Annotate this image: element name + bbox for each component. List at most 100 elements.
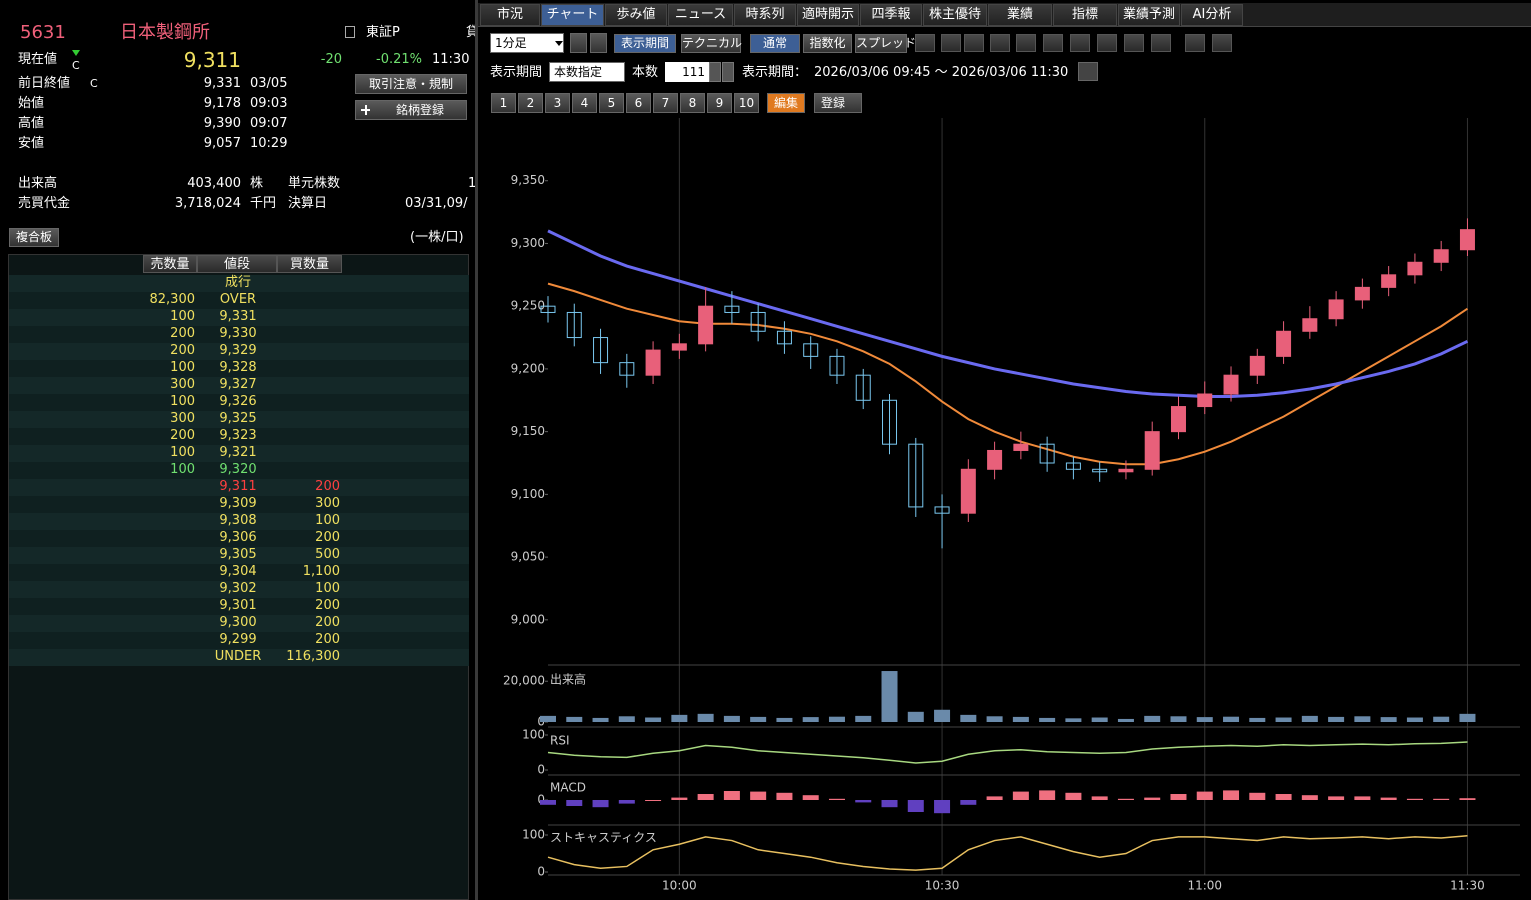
action-button[interactable]: 取引注意・規制 <box>355 74 467 94</box>
indicator-bar <box>1380 797 1397 800</box>
tool-icon[interactable] <box>1124 34 1144 52</box>
tab[interactable]: 業績予測 <box>1118 4 1180 26</box>
tab[interactable]: 株主優待 <box>923 4 987 26</box>
tab[interactable]: ニュース <box>668 4 733 26</box>
tab[interactable]: 時系列 <box>734 4 796 26</box>
settlement-label: 決算日 <box>288 196 328 211</box>
candle-body <box>1381 274 1397 288</box>
reset-icon[interactable] <box>1078 62 1098 81</box>
indicator-bar <box>1170 794 1187 800</box>
tool-icon[interactable] <box>1016 34 1036 52</box>
preset-button[interactable]: 1 <box>491 93 516 113</box>
preset-button[interactable]: 5 <box>599 93 624 113</box>
count-input[interactable]: 111 <box>665 62 709 82</box>
tool-icon[interactable] <box>1212 34 1232 52</box>
indicator-bar <box>934 800 951 814</box>
tool-icon[interactable] <box>1070 34 1090 52</box>
table-row <box>9 547 469 564</box>
spin-button[interactable] <box>709 62 721 82</box>
spin-button[interactable] <box>722 62 734 82</box>
tab[interactable]: 市況 <box>480 4 540 26</box>
mode-button[interactable]: スプレッド <box>855 34 916 53</box>
candle-body <box>934 506 950 514</box>
tool-icon[interactable] <box>1185 34 1205 52</box>
mode-button[interactable]: 通常 <box>750 34 800 53</box>
preset-button[interactable]: 2 <box>518 93 543 113</box>
tool-icon[interactable] <box>941 34 961 52</box>
preset-button[interactable]: 4 <box>572 93 597 113</box>
tab[interactable]: 四季報 <box>860 4 922 26</box>
y-tick-label: 9,100 <box>511 487 545 501</box>
tab[interactable]: 歩み値 <box>605 4 667 26</box>
technical-button[interactable]: テクニカル <box>681 34 742 53</box>
tool-icon[interactable] <box>990 34 1010 52</box>
tab[interactable]: 業績 <box>988 4 1052 26</box>
candle-body <box>1092 468 1108 473</box>
nav-button[interactable] <box>590 33 607 53</box>
table-row <box>9 581 469 598</box>
tool-icon[interactable] <box>1097 34 1117 52</box>
table-row <box>9 496 469 513</box>
indicator-bar <box>1433 716 1450 722</box>
tool-icon[interactable] <box>1043 34 1063 52</box>
register-button[interactable]: 登録 <box>814 93 862 113</box>
stat-value: 9,178 <box>203 96 241 111</box>
preset-button[interactable]: 9 <box>707 93 732 113</box>
indicator-bar <box>855 715 872 722</box>
ask-qty: 100 <box>170 445 195 460</box>
candle-body <box>1039 443 1055 464</box>
preset-button[interactable]: 8 <box>680 93 705 113</box>
stat-time: 10:29 <box>250 136 288 151</box>
board-button[interactable]: 複合板 <box>9 228 59 247</box>
x-tick-label: 10:30 <box>925 879 960 893</box>
mode-button[interactable]: 指数化 <box>803 34 852 53</box>
candle-body <box>1328 299 1344 320</box>
tab[interactable]: 指標 <box>1053 4 1117 26</box>
tab[interactable]: チャート <box>541 4 604 26</box>
period-button[interactable]: 表示期間 <box>614 34 676 53</box>
indicator-bar <box>1196 791 1213 800</box>
indicator-bar <box>1301 795 1318 800</box>
indicator-bar <box>1328 796 1345 800</box>
tool-icon[interactable] <box>964 34 984 52</box>
indicator-bar <box>1406 798 1423 800</box>
period-mode-select[interactable]: 本数指定 <box>549 62 625 82</box>
indicator-line <box>547 741 1468 764</box>
tool-icon[interactable] <box>1151 34 1171 52</box>
indicator-bar <box>540 715 556 722</box>
nav-button[interactable] <box>570 33 587 53</box>
indicator-bar <box>881 800 898 808</box>
preset-button[interactable]: 6 <box>626 93 651 113</box>
preset-button[interactable]: 7 <box>653 93 678 113</box>
indicator-bar <box>1117 798 1134 800</box>
table-header: 売数量 <box>143 255 197 273</box>
candle-body <box>1354 286 1370 301</box>
preset-button[interactable]: 10 <box>734 93 759 113</box>
indicator-bar <box>986 716 1003 722</box>
quote-flag: C <box>72 59 80 72</box>
indicator-bar <box>1012 791 1029 800</box>
indicator-bar <box>1354 716 1371 722</box>
bid-qty: 300 <box>315 496 340 511</box>
table-row <box>9 394 469 411</box>
tool-icon[interactable] <box>915 34 935 52</box>
candle-body <box>1433 249 1449 263</box>
indicator-bar <box>1459 713 1476 722</box>
edit-button[interactable]: 編集 <box>767 93 805 113</box>
y-tick-label: 9,000 <box>511 612 545 626</box>
indicator-bar <box>1012 716 1029 722</box>
divider <box>475 0 478 900</box>
table-row <box>9 632 469 649</box>
preset-button[interactable]: 3 <box>545 93 570 113</box>
chart-panel: 10:00 10:30 11:00 11:30 9,000 9,050 9,100 9,150… <box>478 0 1531 900</box>
tab[interactable]: AI分析 <box>1181 4 1243 26</box>
candle-body <box>671 343 687 351</box>
ask-qty: 100 <box>170 394 195 409</box>
action-button[interactable]: 銘柄登録 <box>355 100 467 120</box>
tab[interactable]: 適時開示 <box>797 4 859 26</box>
indicator-bar <box>1039 717 1056 722</box>
table-row <box>9 326 469 343</box>
candle-body <box>1013 443 1029 451</box>
stat-value: 9,057 <box>203 136 241 151</box>
interval-select[interactable]: 1分足 <box>490 33 564 53</box>
